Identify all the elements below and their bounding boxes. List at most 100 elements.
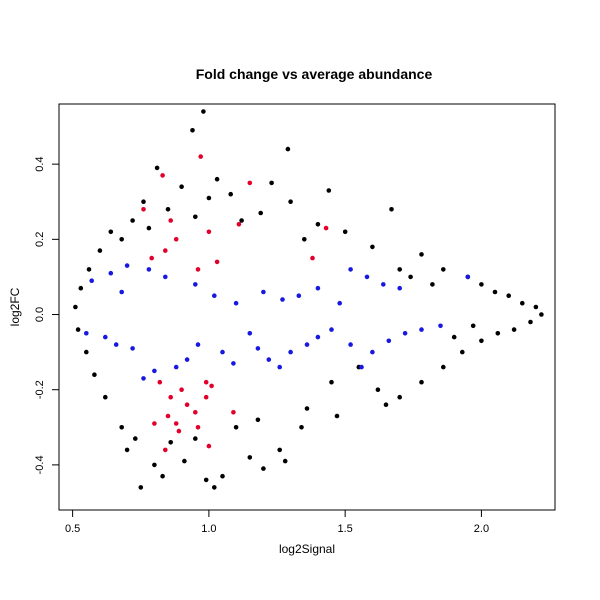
data-point (182, 458, 187, 464)
data-point (299, 425, 304, 430)
data-point (157, 379, 163, 385)
data-point (419, 379, 424, 385)
data-point (146, 267, 152, 272)
data-point (441, 364, 446, 370)
data-point (163, 274, 168, 280)
data-point (511, 327, 517, 332)
data-point (430, 282, 435, 287)
data-point (168, 218, 173, 223)
data-point (304, 342, 310, 347)
data-point (479, 338, 484, 344)
data-point (209, 383, 214, 389)
data-point (173, 237, 179, 242)
data-point (348, 267, 353, 272)
x-tick-label: 0.5 (65, 523, 80, 535)
data-point (539, 312, 544, 317)
data-point (103, 334, 108, 340)
x-axis-label: log2Signal (279, 542, 335, 556)
data-point (168, 394, 173, 400)
data-point (441, 267, 446, 272)
data-point (239, 218, 244, 223)
data-point (326, 188, 332, 193)
data-point (184, 402, 190, 408)
data-point (282, 458, 288, 464)
y-tick-label: -0.4 (34, 455, 46, 474)
data-point (133, 436, 138, 441)
data-point (201, 109, 206, 114)
data-point (163, 447, 168, 453)
data-point (419, 252, 424, 257)
data-point (495, 331, 501, 336)
data-point (342, 229, 348, 235)
data-point (288, 199, 293, 204)
data-point (231, 410, 236, 415)
data-point (206, 229, 212, 235)
data-point (247, 180, 253, 186)
data-point (195, 267, 201, 272)
data-point (315, 334, 321, 340)
data-point (154, 165, 160, 171)
data-point (130, 218, 135, 223)
data-point (261, 289, 266, 295)
data-point (370, 244, 375, 250)
data-point (397, 267, 403, 272)
data-point (236, 222, 242, 227)
data-point (212, 485, 217, 490)
data-point (119, 237, 124, 242)
data-point (228, 191, 233, 197)
data-point (108, 229, 114, 235)
data-point (206, 443, 212, 449)
data-point (152, 421, 157, 426)
data-point (375, 387, 381, 393)
data-point (277, 364, 283, 370)
data-point (359, 364, 364, 370)
data-point (506, 293, 512, 299)
data-point (165, 207, 171, 212)
data-point (130, 346, 135, 351)
data-point (383, 402, 389, 408)
data-point (89, 278, 94, 284)
x-axis: 0.5 1.0 1.5 2.0 (65, 509, 489, 535)
data-point (206, 195, 212, 201)
data-point (195, 342, 201, 347)
data-point (364, 274, 370, 280)
y-axis: -0.4 -0.2 0.0 0.2 0.4 (34, 156, 60, 474)
data-point (304, 406, 310, 411)
data-point (255, 346, 261, 351)
data-point (520, 300, 525, 306)
data-point (190, 128, 195, 133)
data-point (179, 387, 184, 393)
data-point (280, 297, 285, 302)
data-point (460, 349, 465, 355)
data-point (389, 207, 394, 212)
y-tick-label: 0.0 (34, 307, 46, 322)
data-point (103, 394, 108, 400)
data-point (152, 368, 157, 374)
data-point (193, 410, 198, 415)
data-point (302, 237, 307, 242)
data-point (108, 270, 114, 276)
data-point (173, 421, 179, 426)
data-point (119, 289, 124, 295)
data-point (329, 327, 334, 332)
data-point (247, 455, 253, 460)
data-point (348, 342, 353, 347)
data-point (75, 327, 81, 332)
x-tick-label: 1.5 (338, 523, 353, 535)
data-point (247, 331, 253, 336)
data-point (381, 282, 386, 287)
data-point (73, 304, 78, 310)
data-point (214, 259, 220, 265)
data-point (203, 379, 209, 385)
data-point (124, 263, 130, 268)
x-tick-label: 2.0 (474, 523, 489, 535)
y-tick-label: -0.2 (34, 380, 46, 399)
data-point (176, 428, 182, 434)
data-point (277, 447, 283, 453)
data-point (146, 225, 152, 231)
y-axis-label: log2FC (8, 287, 22, 326)
data-point (92, 372, 97, 378)
data-point (160, 173, 165, 178)
data-point (438, 323, 443, 329)
